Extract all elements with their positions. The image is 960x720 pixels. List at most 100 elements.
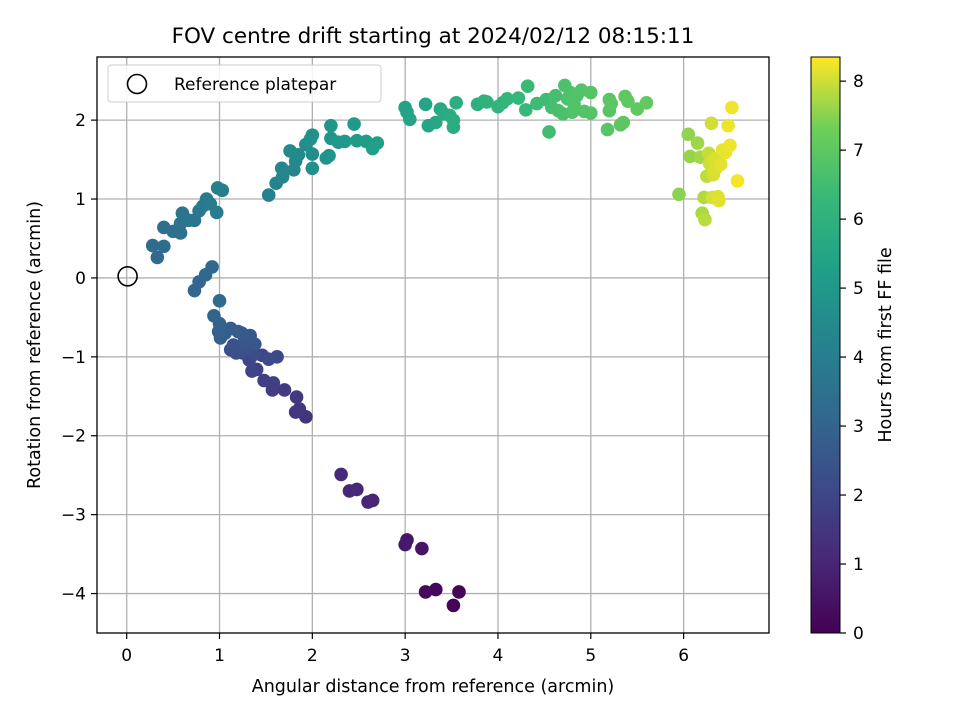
data-point — [446, 113, 461, 127]
data-point — [452, 585, 466, 599]
data-point — [289, 390, 304, 404]
reference-platepar-marker — [117, 265, 138, 287]
data-point — [690, 136, 705, 150]
data-point — [157, 239, 171, 254]
data-point — [428, 582, 443, 597]
data-point — [261, 188, 276, 202]
data-point — [305, 128, 320, 142]
data-point — [681, 127, 696, 142]
data-point — [334, 467, 348, 482]
colorbar-tick-label: 1 — [853, 555, 864, 575]
legend: Reference platepar — [107, 64, 382, 103]
data-point — [730, 174, 745, 188]
legend-marker — [126, 73, 148, 95]
data-point — [698, 212, 712, 227]
data-point — [145, 238, 160, 253]
data-points — [145, 78, 745, 613]
data-point — [520, 79, 535, 93]
colorbar-tick-label: 3 — [853, 417, 864, 437]
data-point — [480, 95, 494, 109]
y-tick-label: 1 — [75, 190, 86, 210]
y-tick-label: −3 — [61, 506, 86, 526]
data-point — [402, 112, 417, 127]
colorbar-label: Hours from first FF file — [876, 247, 896, 442]
data-point — [418, 97, 433, 112]
chart-title: FOV centre drift starting at 2024/02/12 … — [172, 24, 695, 49]
data-point — [283, 144, 297, 158]
colorbar-tick-label: 7 — [853, 141, 864, 161]
colorbar-ticks: 0 1 2 3 4 5 6 7 8 — [840, 72, 864, 644]
data-point — [511, 91, 526, 105]
data-point — [288, 405, 303, 419]
data-point — [305, 161, 320, 176]
data-point — [209, 205, 224, 220]
data-point — [704, 116, 719, 131]
x-tick-label: 3 — [400, 646, 411, 666]
data-point — [215, 183, 230, 198]
legend-box — [107, 64, 382, 103]
data-point — [428, 115, 443, 130]
data-point — [212, 294, 227, 308]
data-point — [683, 149, 697, 164]
data-point — [322, 148, 336, 163]
data-point — [500, 92, 515, 106]
data-point — [721, 118, 735, 133]
data-point — [398, 537, 412, 552]
legend-label: Reference platepar — [174, 75, 336, 95]
x-tick-label: 5 — [585, 646, 596, 666]
colorbar-tick-label: 5 — [853, 279, 864, 299]
data-point — [725, 100, 739, 115]
colorbar-tick-label: 0 — [853, 624, 864, 644]
data-point — [274, 161, 289, 176]
data-point — [173, 226, 188, 240]
data-point — [277, 383, 292, 397]
data-point — [342, 484, 357, 498]
x-tick-label: 4 — [493, 646, 504, 666]
data-point — [583, 85, 598, 100]
y-tick-label: 2 — [75, 111, 86, 131]
x-tick-label: 0 — [121, 646, 132, 666]
data-point — [672, 187, 686, 202]
data-point — [415, 541, 429, 556]
data-point — [150, 250, 165, 265]
data-point — [245, 364, 259, 378]
colorbar-tick-label: 2 — [853, 486, 864, 506]
data-point — [621, 94, 635, 108]
data-point — [712, 193, 726, 208]
data-point — [604, 96, 619, 111]
data-point — [519, 103, 533, 117]
colorbar-tick-label: 8 — [853, 72, 864, 92]
data-point — [583, 106, 598, 120]
plot-frame — [96, 56, 770, 634]
grid-lines — [97, 57, 769, 633]
data-point — [347, 117, 361, 131]
data-point — [361, 495, 375, 509]
y-tick-label: −1 — [61, 348, 86, 368]
y-tick-label: −2 — [61, 427, 86, 447]
data-point — [261, 352, 276, 367]
y-tick-label: −4 — [61, 585, 86, 605]
data-point — [338, 134, 352, 149]
data-point — [257, 373, 271, 388]
x-tick-label: 1 — [214, 646, 225, 666]
y-axis-label: Rotation from reference (arcmin) — [25, 201, 45, 489]
y-axis-ticks: −4 −3 −2 −1 0 1 2 — [61, 111, 97, 605]
colorbar — [810, 56, 841, 634]
data-point — [205, 260, 219, 274]
x-tick-label: 2 — [307, 646, 318, 666]
data-point — [616, 115, 631, 130]
y-tick-label: 0 — [75, 269, 86, 289]
data-point — [370, 136, 385, 150]
data-point — [639, 95, 654, 110]
data-point — [548, 88, 563, 103]
data-point — [542, 125, 556, 139]
data-point — [305, 147, 320, 161]
colorbar-tick-label: 4 — [853, 348, 864, 368]
data-point — [713, 157, 728, 172]
data-point — [723, 138, 737, 153]
data-point — [418, 585, 433, 599]
x-axis-ticks: 0 1 2 3 4 5 6 — [121, 633, 689, 666]
data-point — [449, 95, 464, 110]
data-point — [600, 122, 615, 137]
